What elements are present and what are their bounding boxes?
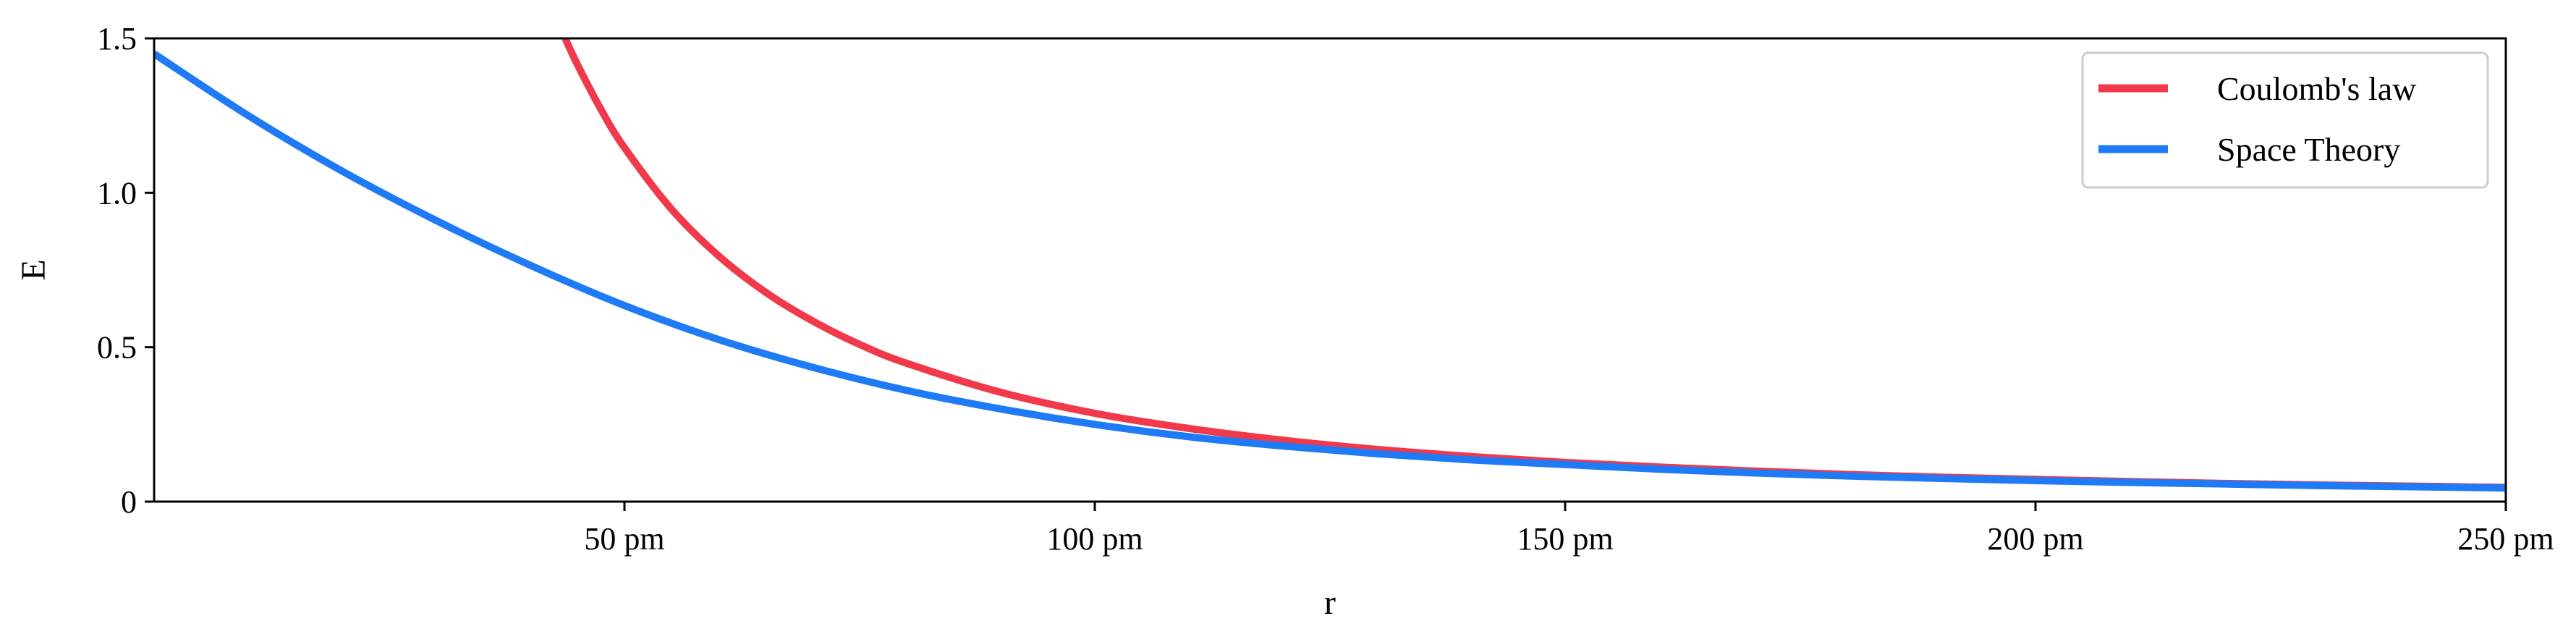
legend-label-space-theory: Space Theory [2217,131,2400,168]
x-tick-label: 200 pm [1987,521,2083,557]
plot-frame [153,37,2507,503]
y-axis: 0 0.5 1.0 1.5 [97,21,154,520]
legend-box [2081,51,2489,189]
legend: Coulomb's law Space Theory [2081,51,2489,189]
x-tick-label: 250 pm [2457,521,2554,557]
legend-label-coulombs-law: Coulomb's law [2217,70,2417,107]
x-tick-label: 100 pm [1046,521,1143,557]
series-layer [154,38,2506,492]
x-axis: 50 pm 100 pm 150 pm 200 pm 250 pm [584,502,2554,557]
series-line-space-theory [154,51,2506,492]
x-tick-label: 150 pm [1517,521,1613,557]
x-tick-label: 50 pm [584,521,664,557]
y-tick-label: 0 [121,484,137,520]
y-tick-label: 1.5 [97,21,137,56]
x-axis-title: r [1324,583,1336,622]
y-tick-label: 0.5 [97,330,137,366]
y-axis-title: E [14,259,53,280]
y-tick-label: 1.0 [97,175,137,211]
